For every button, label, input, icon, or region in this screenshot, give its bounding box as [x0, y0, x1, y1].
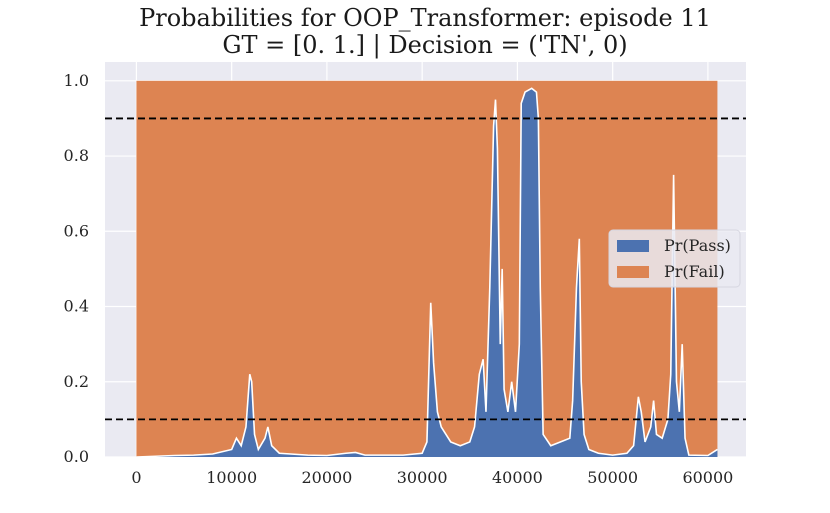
- x-tick-label: 10000: [206, 468, 257, 487]
- x-tick-label: 20000: [301, 468, 352, 487]
- x-tick-label: 30000: [397, 468, 448, 487]
- legend: Pr(Pass) Pr(Fail): [608, 229, 741, 288]
- y-tick-label: 0.6: [64, 221, 89, 240]
- legend-label-1: Pr(Fail): [664, 262, 725, 281]
- chart-title-line1: Probabilities for OOP_Transformer: episo…: [139, 4, 711, 32]
- legend-swatch-1: [617, 266, 649, 278]
- legend-label-0: Pr(Pass): [664, 236, 731, 255]
- y-tick-label: 0.0: [64, 447, 89, 466]
- legend-swatch-0: [617, 240, 649, 252]
- pass-fail-boundary: [136, 87, 718, 458]
- y-tick-label: 0.8: [64, 146, 89, 165]
- x-tick-label: 60000: [682, 468, 733, 487]
- x-tick-label: 0: [131, 468, 141, 487]
- y-tick-label: 0.4: [64, 297, 89, 316]
- y-tick-label: 1.0: [64, 71, 89, 90]
- chart-title-line2: GT = [0. 1.] | Decision = ('TN', 0): [222, 31, 628, 59]
- x-tick-label: 40000: [492, 468, 543, 487]
- y-tick-label: 0.2: [64, 372, 89, 391]
- x-tick-label: 50000: [587, 468, 638, 487]
